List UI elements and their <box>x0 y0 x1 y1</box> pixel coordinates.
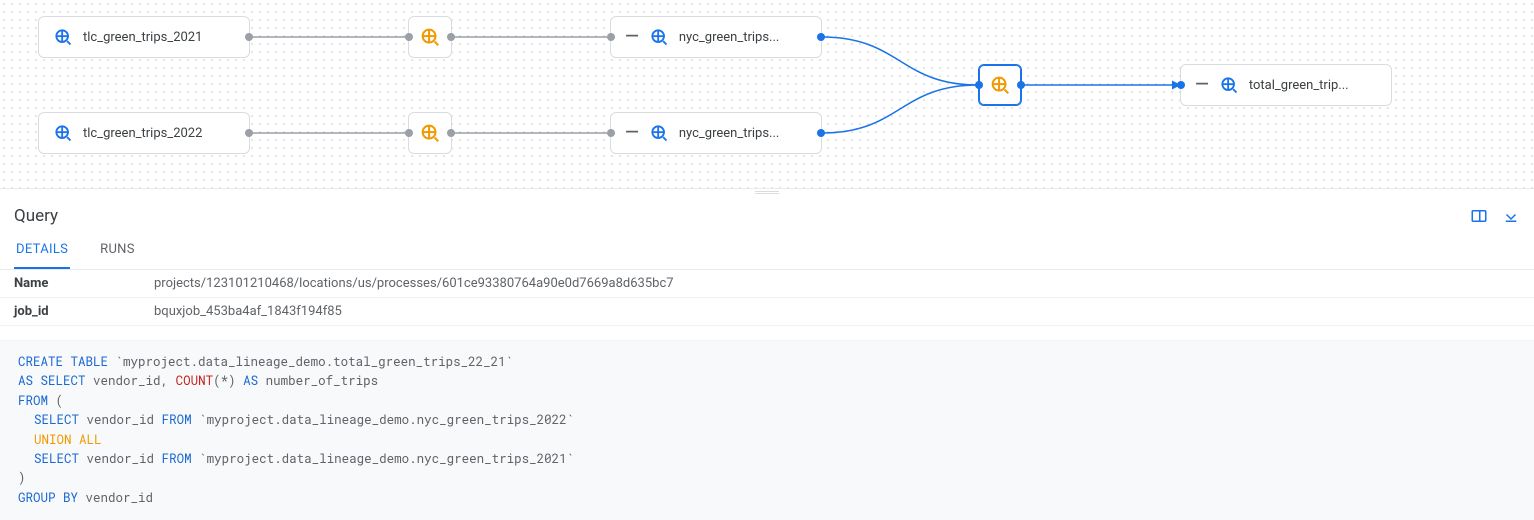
port-in <box>975 81 983 89</box>
dash-icon: — <box>625 124 639 142</box>
port-out <box>1017 81 1025 89</box>
panel-collapse-icon[interactable] <box>1502 207 1520 225</box>
table-node[interactable]: — total_green_trip... <box>1180 64 1392 106</box>
port-out <box>817 33 825 41</box>
table-node[interactable]: tlc_green_trips_2022 <box>38 112 250 154</box>
detail-jobid-key: job_id <box>0 298 140 326</box>
node-label: total_green_trip... <box>1249 78 1349 93</box>
panel-title: Query <box>14 206 58 226</box>
node-label: nyc_green_trips... <box>679 126 779 141</box>
port-out <box>817 129 825 137</box>
port-out <box>245 129 253 137</box>
port-out <box>447 129 455 137</box>
port-out <box>245 33 253 41</box>
detail-name-key: Name <box>0 270 140 298</box>
port-in <box>607 33 615 41</box>
detail-name-val: projects/123101210468/locations/us/proce… <box>140 270 1534 298</box>
node-label: nyc_green_trips... <box>679 30 779 45</box>
sql-block: CREATE TABLE `myproject.data_lineage_dem… <box>0 340 1534 520</box>
dash-icon: — <box>625 28 639 46</box>
process-node[interactable] <box>408 16 452 58</box>
port-in <box>607 129 615 137</box>
panel-layout-icon[interactable] <box>1470 207 1488 225</box>
node-label: tlc_green_trips_2021 <box>83 30 202 45</box>
panel-resize-handle[interactable] <box>0 188 1534 196</box>
port-out <box>447 33 455 41</box>
table-node[interactable]: — nyc_green_trips... <box>610 112 822 154</box>
process-node[interactable] <box>408 112 452 154</box>
tab-details[interactable]: DETAILS <box>14 232 70 269</box>
port-in <box>405 33 413 41</box>
node-label: tlc_green_trips_2022 <box>83 126 202 141</box>
detail-jobid-val: bquxjob_453ba4af_1843f194f85 <box>140 298 1534 326</box>
process-node[interactable] <box>978 64 1022 106</box>
tab-runs[interactable]: RUNS <box>98 232 137 269</box>
port-in <box>405 129 413 137</box>
table-node[interactable]: — nyc_green_trips... <box>610 16 822 58</box>
dash-icon: — <box>1195 76 1209 94</box>
port-in <box>1177 81 1185 89</box>
details-table: Name projects/123101210468/locations/us/… <box>0 270 1534 326</box>
table-node[interactable]: tlc_green_trips_2021 <box>38 16 250 58</box>
lineage-canvas[interactable]: tlc_green_trips_2021—nyc_green_trips...t… <box>0 0 1534 188</box>
